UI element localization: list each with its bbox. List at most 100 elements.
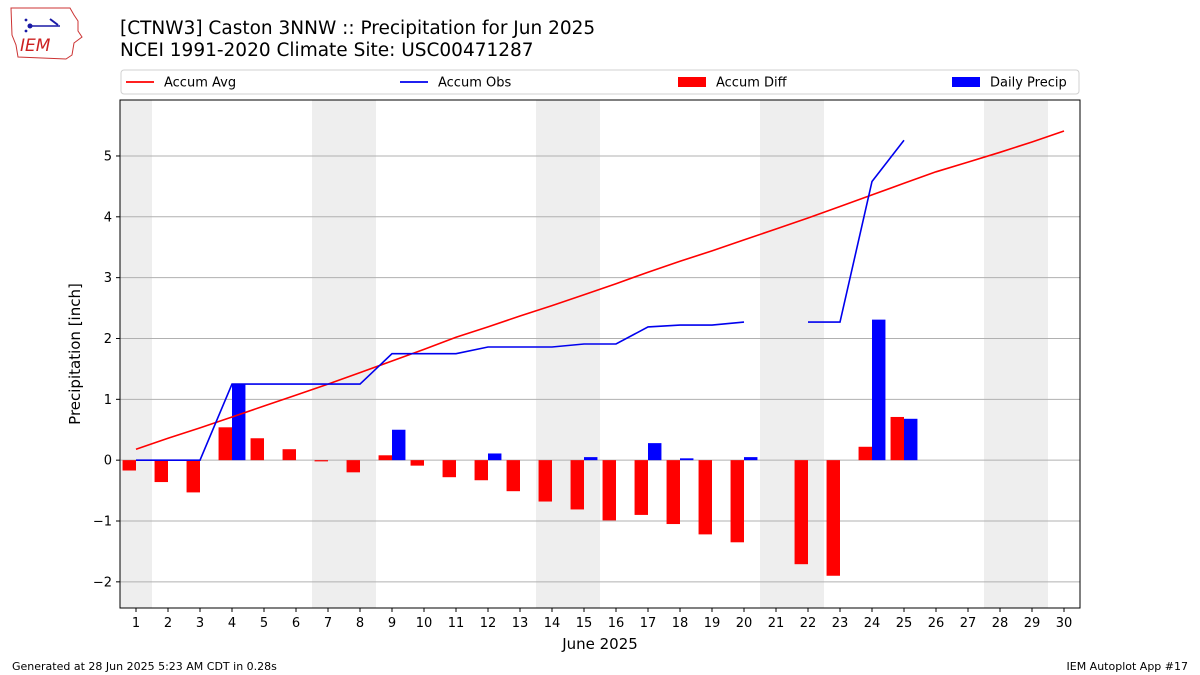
accum-diff-bar — [442, 460, 456, 478]
daily-precip-bar — [744, 457, 758, 461]
x-tick-label: 14 — [544, 616, 561, 631]
y-tick-label: −1 — [93, 515, 112, 530]
x-tick-label: 23 — [832, 616, 849, 631]
accum-diff-bar — [282, 449, 296, 461]
x-tick-label: 29 — [1024, 616, 1041, 631]
accum-diff-bar — [730, 460, 744, 543]
accum-diff-bar — [506, 460, 520, 492]
x-tick-label: 3 — [196, 616, 204, 631]
accum-diff-bar — [410, 460, 424, 466]
accum-diff-bar — [538, 460, 552, 502]
legend-swatch — [678, 77, 706, 87]
x-tick-label: 12 — [480, 616, 497, 631]
iem-logo: IEM — [10, 7, 83, 60]
x-axis-label: June 2025 — [561, 635, 638, 653]
x-tick-label: 27 — [960, 616, 977, 631]
x-tick-label: 9 — [388, 616, 396, 631]
x-tick-label: 30 — [1056, 616, 1073, 631]
svg-text:IEM: IEM — [20, 36, 51, 56]
x-tick-label: 7 — [324, 616, 332, 631]
accum-diff-bar — [890, 416, 904, 461]
x-tick-label: 5 — [260, 616, 268, 631]
x-tick-label: 28 — [992, 616, 1009, 631]
y-axis-label: Precipitation [inch] — [66, 283, 84, 425]
x-tick-label: 15 — [576, 616, 593, 631]
footer-app: IEM Autoplot App #17 — [1066, 660, 1189, 673]
x-tick-label: 11 — [448, 616, 465, 631]
weekend-band — [984, 100, 1016, 608]
weekend-band — [312, 100, 344, 608]
legend-label: Accum Avg — [164, 76, 236, 91]
chart-subtitle: NCEI 1991-2020 Climate Site: USC00471287 — [120, 40, 534, 61]
x-tick-label: 2 — [164, 616, 172, 631]
accum-obs-line — [136, 139, 905, 461]
precipitation-chart: Accum Avg Accum Obs Accum Diff Daily Precip… — [66, 69, 1081, 653]
accum-diff-bar — [698, 460, 712, 535]
x-tick-label: 1 — [132, 616, 140, 631]
x-tick-label: 19 — [704, 616, 721, 631]
x-tick-label: 8 — [356, 616, 364, 631]
legend-box — [120, 69, 1080, 95]
accum-diff-bar — [634, 460, 648, 515]
y-tick-label: 2 — [104, 332, 112, 347]
y-tick-label: −2 — [93, 575, 112, 590]
weekend-band — [120, 100, 152, 608]
legend: Accum Avg Accum Obs Accum Diff Daily Precip — [120, 69, 1080, 95]
accum-diff-bar — [154, 460, 168, 483]
x-tick-label: 10 — [416, 616, 433, 631]
daily-precip-bar — [584, 457, 598, 461]
x-tick-label: 22 — [800, 616, 817, 631]
accum-diff-bar — [858, 446, 872, 461]
x-tick-label: 13 — [512, 616, 529, 631]
accum-diff-bar — [378, 455, 392, 461]
accum-diff-bar — [570, 460, 584, 510]
daily-precip-bar — [488, 453, 502, 461]
accum-diff-bar — [794, 460, 808, 565]
x-tick-label: 17 — [640, 616, 657, 631]
accum-diff-bar — [666, 460, 680, 525]
legend-label: Daily Precip — [990, 76, 1067, 91]
x-tick-label: 4 — [228, 616, 236, 631]
accum-diff-bar — [474, 460, 488, 481]
weekend-band — [568, 100, 600, 608]
x-tick-label: 21 — [768, 616, 785, 631]
accum-diff-bar — [346, 460, 360, 473]
daily-precip-bar — [232, 384, 246, 461]
x-tick-label: 20 — [736, 616, 753, 631]
daily-precip-bar — [904, 418, 918, 461]
y-tick-label: 5 — [104, 149, 112, 164]
accum-diff-bar — [250, 438, 264, 461]
plot-frame — [119, 99, 1081, 609]
daily-precip-bar — [680, 458, 694, 461]
accum-diff-bar — [602, 460, 616, 521]
x-tick-label: 16 — [608, 616, 625, 631]
accum-diff-bar — [186, 460, 200, 493]
x-tick-label: 25 — [896, 616, 913, 631]
accum-diff-bar — [826, 460, 840, 576]
accum-diff-bar — [314, 460, 328, 462]
y-tick-label: 1 — [104, 393, 112, 408]
y-tick-label: 3 — [104, 271, 112, 286]
daily-precip-bar — [648, 443, 662, 461]
weekend-band — [344, 100, 376, 608]
accum-diff-bar — [218, 427, 232, 461]
legend-label: Accum Diff — [716, 76, 788, 91]
daily-precip-bar — [872, 319, 886, 461]
x-tick-label: 6 — [292, 616, 300, 631]
y-tick-label: 4 — [104, 210, 112, 225]
x-tick-label: 24 — [864, 616, 881, 631]
y-tick-label: 0 — [104, 454, 112, 469]
chart-title: [CTNW3] Caston 3NNW :: Precipitation for… — [120, 18, 596, 39]
accum-diff-bar — [122, 460, 136, 471]
legend-swatch — [952, 77, 980, 87]
x-tick-label: 18 — [672, 616, 689, 631]
weekend-band — [1016, 100, 1048, 608]
legend-label: Accum Obs — [438, 76, 511, 91]
weekend-band — [760, 100, 792, 608]
footer-generated: Generated at 28 Jun 2025 5:23 AM CDT in … — [12, 660, 277, 673]
iowa-outline-icon — [10, 7, 83, 60]
weekend-band — [536, 100, 568, 608]
x-tick-label: 26 — [928, 616, 945, 631]
accum-avg-line — [135, 130, 1065, 450]
